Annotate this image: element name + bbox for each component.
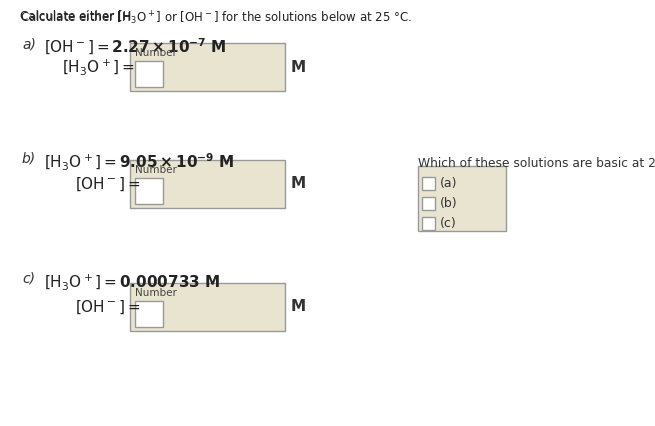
Text: (a): (a): [440, 177, 457, 190]
Bar: [422, 178, 435, 190]
Text: M: M: [291, 299, 306, 314]
Text: Calculate either $[\mathrm{H_3O^+}]$ or $[\mathrm{OH^-}]$ for the solutions belo: Calculate either $[\mathrm{H_3O^+}]$ or …: [20, 10, 412, 27]
Text: M: M: [291, 59, 306, 74]
Bar: [422, 218, 435, 230]
Text: $\left[\mathrm{OH}^-\right] =$: $\left[\mathrm{OH}^-\right] =$: [75, 175, 140, 192]
Text: $\left[\mathrm{H_3O}^+\right] = \mathbf{9.05 \times 10^{-9}}\ \mathbf{M}$: $\left[\mathrm{H_3O}^+\right] = \mathbf{…: [44, 152, 234, 173]
Text: b): b): [22, 152, 36, 166]
Text: Which of these solutions are basic at 25 °C?: Which of these solutions are basic at 25…: [418, 157, 655, 170]
Bar: [130, 283, 285, 331]
Text: Number: Number: [135, 287, 177, 297]
Text: Calculate either [H: Calculate either [H: [20, 9, 132, 22]
Bar: [422, 198, 435, 210]
Bar: [130, 161, 285, 208]
Text: (c): (c): [440, 217, 457, 230]
Text: Number: Number: [135, 164, 177, 175]
Bar: [135, 62, 163, 88]
Text: $\left[\mathrm{H_3O}^+\right] = \mathbf{0.000733}\ \mathbf{M}$: $\left[\mathrm{H_3O}^+\right] = \mathbf{…: [44, 271, 220, 291]
Text: $\left[\mathrm{OH}^-\right] = \mathbf{2.27 \times 10^{-7}}\ \mathbf{M}$: $\left[\mathrm{OH}^-\right] = \mathbf{2.…: [44, 37, 227, 57]
Text: $\left[\mathrm{H_3O}^+\right] =$: $\left[\mathrm{H_3O}^+\right] =$: [62, 57, 134, 77]
Bar: [135, 178, 163, 204]
Bar: [418, 167, 506, 231]
Text: c): c): [22, 271, 35, 285]
Bar: [130, 44, 285, 92]
Text: Number: Number: [135, 48, 177, 58]
Text: M: M: [291, 176, 306, 191]
Text: $\left[\mathrm{OH}^-\right] =$: $\left[\mathrm{OH}^-\right] =$: [75, 298, 140, 315]
Bar: [135, 301, 163, 327]
Text: (b): (b): [440, 197, 458, 210]
Text: a): a): [22, 37, 36, 51]
